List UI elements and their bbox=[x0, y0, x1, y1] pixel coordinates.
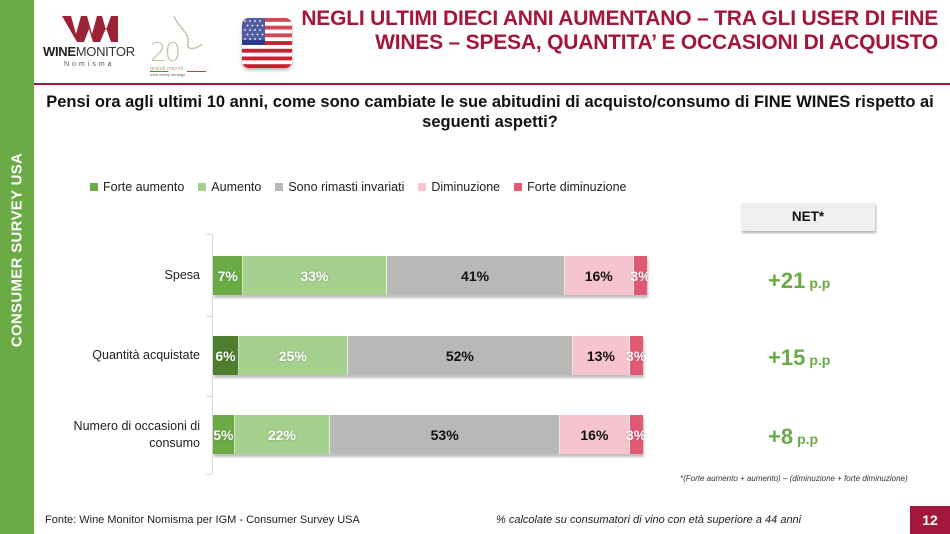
bar-segment-forte-diminuzione: 3% bbox=[626, 336, 646, 375]
net-header: NET* bbox=[741, 203, 875, 231]
legend-label: Forte diminuzione bbox=[527, 180, 627, 194]
net-number: +8 bbox=[768, 424, 794, 449]
brand-sub: Nomisma bbox=[64, 61, 115, 68]
data-label: 3% bbox=[630, 267, 651, 284]
data-label: 7% bbox=[217, 267, 238, 284]
category-label: Quantità acquistate bbox=[92, 347, 200, 362]
stacked-bar: 6% 25% 52% 13% 3% bbox=[213, 336, 646, 375]
axis-tick bbox=[206, 234, 212, 235]
tricolore-line bbox=[150, 71, 206, 72]
anniversary-logo: 20 grandi marchi wine family heritage bbox=[146, 14, 212, 77]
title-divider bbox=[34, 83, 950, 85]
bar-segment-diminuzione: 16% bbox=[564, 256, 634, 295]
net-unit: p.p bbox=[797, 431, 819, 447]
category-axis bbox=[212, 234, 213, 474]
legend-item-forte-diminuzione: Forte diminuzione bbox=[514, 180, 626, 194]
legend-item-diminuzione: Diminuzione bbox=[418, 180, 500, 194]
legend-swatch bbox=[275, 183, 284, 191]
data-label: 25% bbox=[278, 347, 307, 364]
legend-label: Diminuzione bbox=[431, 180, 501, 194]
bar-segment-sono-rimasti-invariati: 52% bbox=[347, 336, 574, 375]
brand-rest: MONITOR bbox=[75, 44, 135, 59]
legend-label: Aumento bbox=[211, 180, 262, 194]
anniversary-number: 20 bbox=[150, 38, 181, 68]
legend-swatch bbox=[198, 183, 207, 191]
legend-item-aumento: Aumento bbox=[198, 180, 261, 194]
axis-tick bbox=[206, 316, 212, 317]
legend-item-invariati: Sono rimasti invariati bbox=[275, 180, 404, 194]
side-band: CONSUMER SURVEY USA bbox=[0, 0, 34, 534]
bar-segment-sono-rimasti-invariati: 53% bbox=[330, 415, 561, 454]
bar-segment-forte-aumento: 5% bbox=[213, 415, 235, 454]
net-unit: p.p bbox=[809, 352, 831, 368]
net-footnote: *(Forte aumento + aumento) – (diminuzion… bbox=[680, 474, 908, 483]
data-label: 13% bbox=[586, 347, 615, 364]
category-label: Spesa bbox=[164, 267, 200, 282]
anniversary-line2: wine family heritage bbox=[150, 72, 186, 77]
survey-question: Pensi ora agli ultimi 10 anni, come sono… bbox=[46, 93, 934, 131]
net-value: +8 p.p bbox=[768, 424, 818, 450]
usa-flag-icon bbox=[242, 18, 292, 68]
bar-segment-diminuzione: 16% bbox=[560, 415, 630, 454]
net-value: +15 p.p bbox=[768, 345, 830, 371]
data-label: 16% bbox=[584, 267, 613, 284]
winemonitor-mark-icon bbox=[62, 16, 118, 42]
bar-segment-aumento: 22% bbox=[234, 415, 331, 454]
axis-tick bbox=[206, 474, 212, 475]
data-label: 3% bbox=[626, 347, 647, 364]
bar-segment-sono-rimasti-invariati: 41% bbox=[386, 256, 565, 295]
bar-segment-aumento: 25% bbox=[239, 336, 348, 375]
bar-segment-forte-diminuzione: 3% bbox=[630, 256, 651, 295]
data-label: 16% bbox=[580, 426, 609, 443]
brand-bold: WINE bbox=[43, 44, 76, 59]
source-note: Fonte: Wine Monitor Nomisma per IGM - Co… bbox=[45, 514, 360, 526]
net-unit: p.p bbox=[809, 275, 831, 291]
chart-legend: Forte aumento Aumento Sono rimasti invar… bbox=[90, 180, 626, 194]
bar-segment-diminuzione: 13% bbox=[573, 336, 630, 375]
data-label: 53% bbox=[430, 426, 459, 443]
legend-swatch bbox=[90, 183, 98, 191]
data-label: 6% bbox=[215, 347, 236, 364]
page-title: NEGLI ULTIMI DIECI ANNI AUMENTANO – TRA … bbox=[301, 7, 938, 54]
page-number: 12 bbox=[910, 506, 950, 534]
legend-item-forte-aumento: Forte aumento bbox=[90, 180, 184, 194]
data-label: 52% bbox=[445, 347, 474, 364]
bar-segment-forte-diminuzione: 3% bbox=[626, 415, 646, 454]
net-number: +21 bbox=[768, 268, 806, 293]
legend-label: Forte aumento bbox=[103, 180, 185, 194]
net-value: +21 p.p bbox=[768, 268, 830, 294]
category-label: Numero di occasioni di consumo bbox=[73, 418, 200, 450]
wine-glass-swirl-icon bbox=[173, 15, 203, 50]
bar-segment-forte-aumento: 7% bbox=[213, 256, 244, 295]
net-number: +15 bbox=[768, 345, 806, 370]
data-label: 33% bbox=[300, 267, 329, 284]
data-label: 3% bbox=[626, 426, 647, 443]
axis-tick bbox=[206, 396, 212, 397]
stacked-bar: 5% 22% 53% 16% 3% bbox=[213, 415, 646, 454]
legend-swatch bbox=[514, 183, 523, 191]
anniversary-line1: grandi marchi bbox=[150, 66, 184, 72]
legend-label: Sono rimasti invariati bbox=[288, 180, 405, 194]
data-label: 5% bbox=[213, 426, 234, 443]
data-label: 22% bbox=[267, 426, 296, 443]
legend-swatch bbox=[418, 183, 427, 191]
sample-note: % calcolate su consumatori di vino con e… bbox=[496, 514, 802, 526]
bar-segment-aumento: 33% bbox=[243, 256, 387, 295]
bar-segment-forte-aumento: 6% bbox=[213, 336, 240, 375]
winemonitor-logo: WINEMONITOR Nomisma bbox=[40, 14, 140, 70]
data-label: 41% bbox=[461, 267, 490, 284]
stacked-bar: 7% 33% 41% 16% 3% bbox=[213, 256, 651, 295]
